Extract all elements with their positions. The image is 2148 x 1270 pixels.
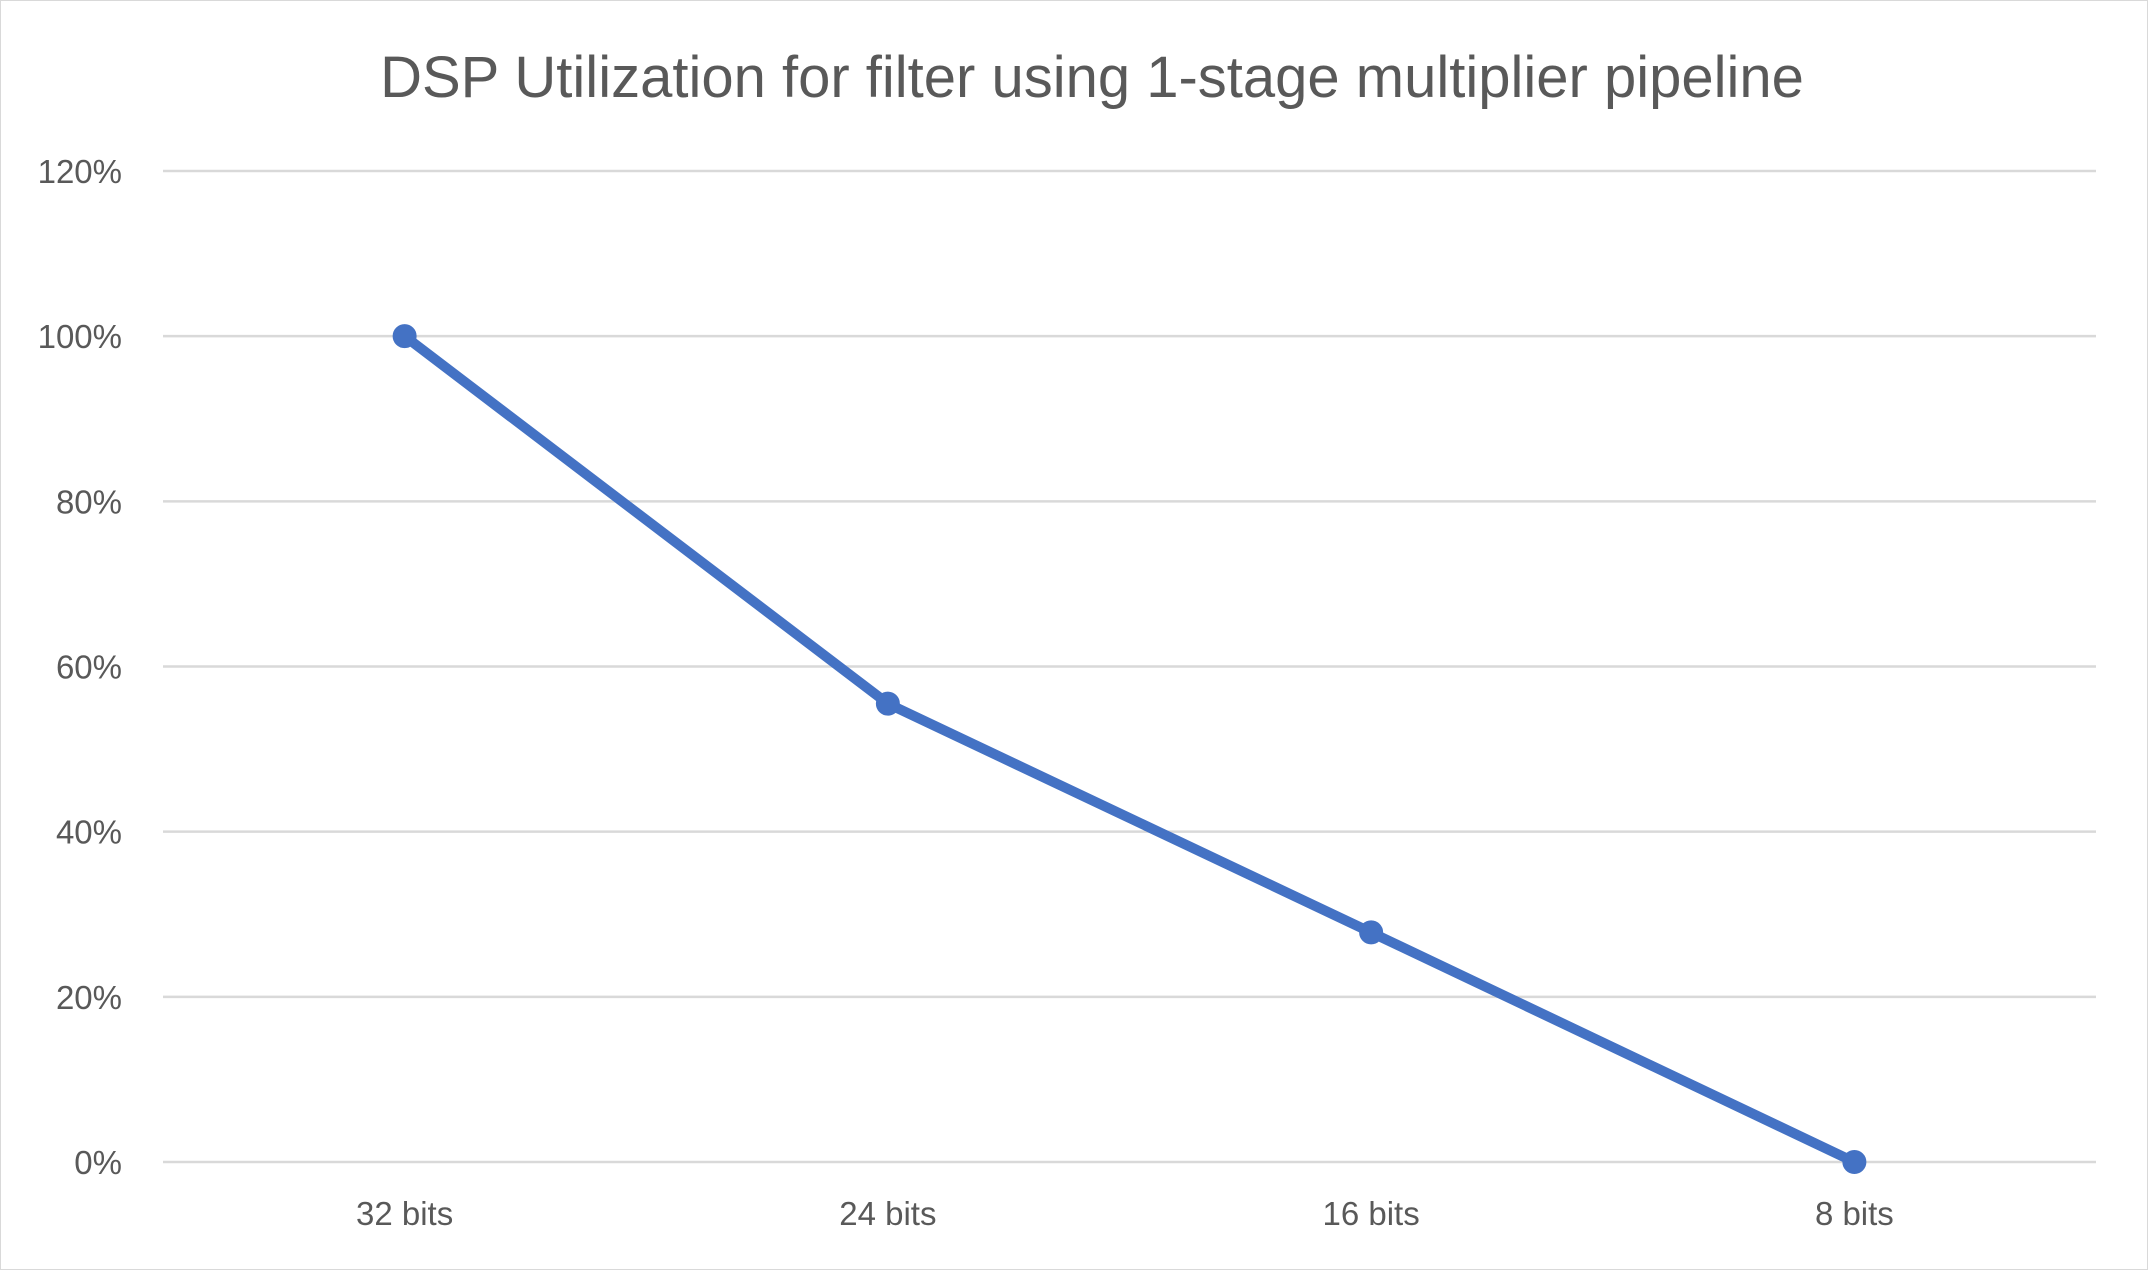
data-point-marker (1359, 920, 1384, 945)
y-tick-label: 80% (56, 483, 122, 520)
x-tick-label: 8 bits (1815, 1195, 1894, 1232)
chart-title: DSP Utilization for filter using 1-stage… (380, 45, 1804, 110)
x-tick-label: 16 bits (1323, 1195, 1420, 1232)
y-axis-tick-labels: 0% 20% 40% 60% 80% 100% 120% (38, 153, 122, 1181)
data-point-marker (392, 324, 417, 349)
y-tick-label: 60% (56, 649, 122, 686)
x-axis-tick-labels: 32 bits 24 bits 16 bits 8 bits (356, 1195, 1894, 1232)
y-tick-label: 120% (38, 153, 122, 190)
x-tick-label: 32 bits (356, 1195, 453, 1232)
series-line (399, 331, 1860, 1167)
series-layer (392, 324, 1867, 1174)
data-point-marker (1842, 1150, 1867, 1174)
y-tick-label: 0% (74, 1144, 122, 1181)
y-tick-label: 40% (56, 814, 122, 851)
x-tick-label: 24 bits (839, 1195, 936, 1232)
data-point-marker (875, 691, 900, 716)
y-tick-label: 20% (56, 979, 122, 1016)
y-tick-label: 100% (38, 318, 122, 355)
gridlines (163, 169, 2096, 1164)
